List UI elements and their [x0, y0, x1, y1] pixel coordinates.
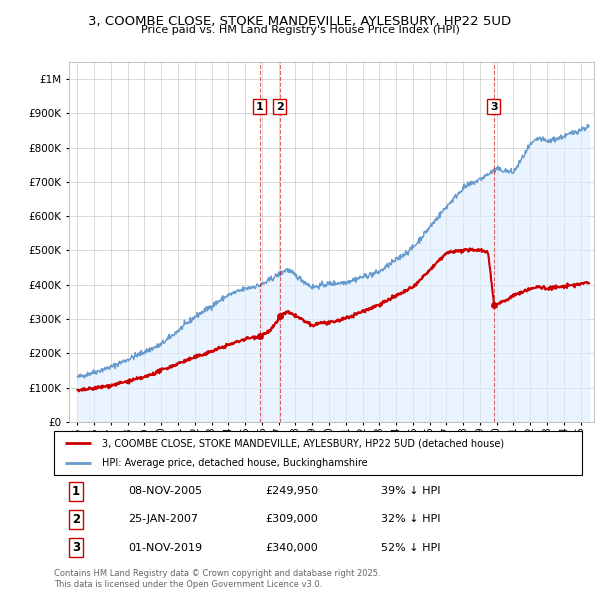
Text: 1: 1: [72, 484, 80, 497]
Text: 2: 2: [72, 513, 80, 526]
Text: Contains HM Land Registry data © Crown copyright and database right 2025.
This d: Contains HM Land Registry data © Crown c…: [54, 569, 380, 589]
Text: 3: 3: [490, 101, 497, 112]
Text: 01-NOV-2019: 01-NOV-2019: [128, 543, 202, 553]
Text: 3, COOMBE CLOSE, STOKE MANDEVILLE, AYLESBURY, HP22 5UD (detached house): 3, COOMBE CLOSE, STOKE MANDEVILLE, AYLES…: [101, 438, 503, 448]
Text: 52% ↓ HPI: 52% ↓ HPI: [382, 543, 441, 553]
Text: £340,000: £340,000: [265, 543, 318, 553]
Text: 25-JAN-2007: 25-JAN-2007: [128, 514, 198, 525]
Text: £309,000: £309,000: [265, 514, 318, 525]
Text: 1: 1: [256, 101, 263, 112]
FancyBboxPatch shape: [54, 431, 582, 475]
Text: 3, COOMBE CLOSE, STOKE MANDEVILLE, AYLESBURY, HP22 5UD: 3, COOMBE CLOSE, STOKE MANDEVILLE, AYLES…: [88, 15, 512, 28]
Text: £249,950: £249,950: [265, 486, 319, 496]
Text: HPI: Average price, detached house, Buckinghamshire: HPI: Average price, detached house, Buck…: [101, 458, 367, 467]
Text: 3: 3: [72, 541, 80, 554]
Text: 08-NOV-2005: 08-NOV-2005: [128, 486, 202, 496]
Text: 32% ↓ HPI: 32% ↓ HPI: [382, 514, 441, 525]
Text: 39% ↓ HPI: 39% ↓ HPI: [382, 486, 441, 496]
Text: 2: 2: [276, 101, 284, 112]
Text: Price paid vs. HM Land Registry's House Price Index (HPI): Price paid vs. HM Land Registry's House …: [140, 25, 460, 35]
